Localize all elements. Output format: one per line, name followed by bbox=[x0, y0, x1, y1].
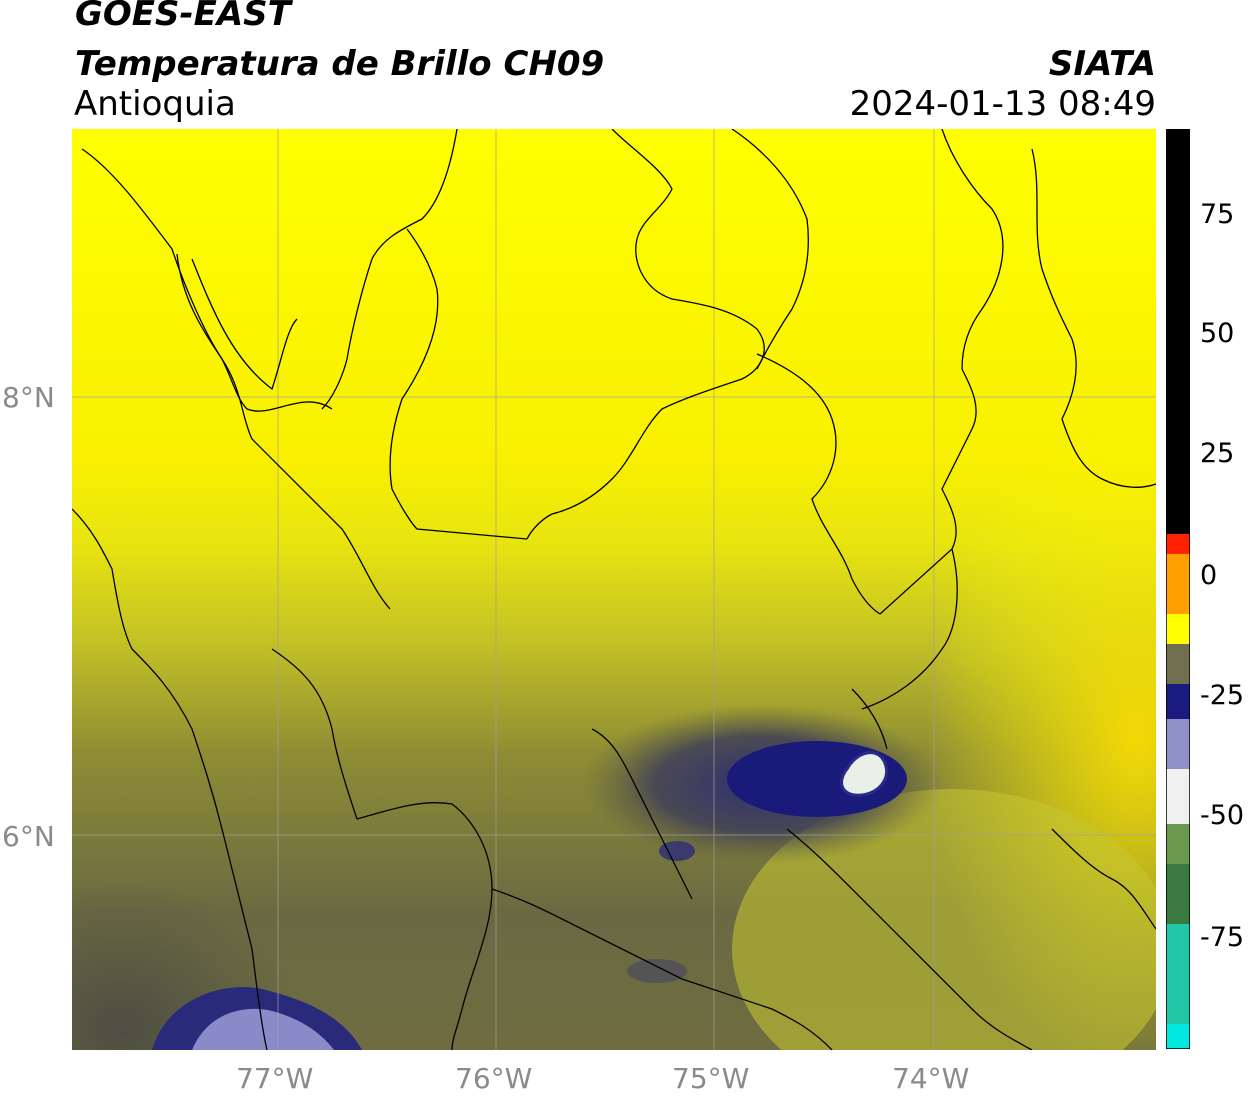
colorbar bbox=[1166, 129, 1190, 1049]
lon-label-75w: 75°W bbox=[672, 1062, 750, 1095]
colorbar-tick-0: 0 bbox=[1200, 560, 1218, 591]
colorbar-tick-minus-50: -50 bbox=[1200, 800, 1245, 831]
colorbar-tick-50: 50 bbox=[1200, 318, 1235, 349]
datetime-label: 2024-01-13 08:49 bbox=[849, 84, 1156, 124]
colorbar-tick-minus-75: -75 bbox=[1200, 922, 1245, 953]
colorbar-tick-25: 25 bbox=[1200, 438, 1235, 469]
storm-fragment bbox=[627, 959, 687, 983]
graticule bbox=[72, 129, 1156, 1050]
administrative-borders bbox=[72, 129, 1156, 1050]
product-title: Temperatura de Brillo CH09 bbox=[75, 44, 605, 84]
satellite-title: GOES-EAST bbox=[75, 0, 291, 34]
brightness-temperature-map bbox=[72, 129, 1156, 1050]
lon-label-77w: 77°W bbox=[236, 1062, 314, 1095]
lon-label-76w: 76°W bbox=[455, 1062, 533, 1095]
storm-fragment bbox=[659, 841, 695, 861]
lat-label-8n: 8°N bbox=[2, 381, 55, 414]
lat-label-6n: 6°N bbox=[2, 820, 55, 853]
storm-white-core bbox=[840, 751, 888, 797]
organization-label: SIATA bbox=[1048, 44, 1156, 84]
lon-label-74w: 74°W bbox=[892, 1062, 970, 1095]
colorbar-tick-minus-25: -25 bbox=[1200, 680, 1245, 711]
colorbar-tick-75: 75 bbox=[1200, 199, 1235, 230]
region-label: Antioquia bbox=[74, 84, 236, 124]
southwest-cold-area bbox=[72, 629, 572, 1050]
